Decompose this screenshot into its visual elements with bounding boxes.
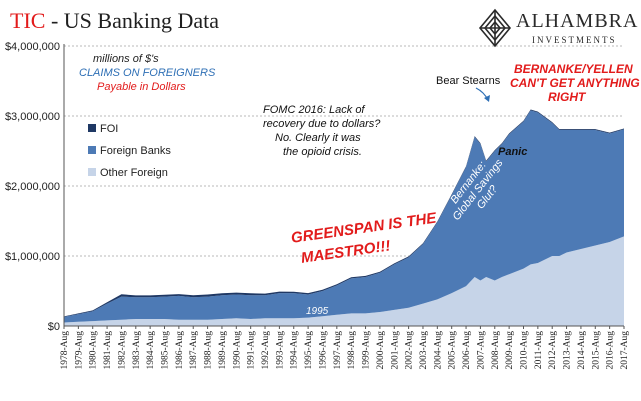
gridlines — [64, 45, 624, 257]
logo-sub: INVESTMENTS — [532, 35, 617, 45]
y-tick-label: $1,000,000 — [5, 251, 60, 263]
x-tick-label: 1994-Aug — [290, 331, 300, 370]
legend-label-other-foreign: Other Foreign — [100, 167, 168, 179]
x-tick-label: 2010-Aug — [519, 331, 529, 370]
x-tick-label: 2009-Aug — [505, 331, 515, 370]
area-foi — [64, 109, 624, 317]
x-tick-label: 2013-Aug — [563, 331, 573, 370]
x-tick-label: 2011-Aug — [534, 331, 544, 369]
x-tick-label: 1985-Aug — [161, 331, 171, 370]
x-tick-label: 1996-Aug — [318, 331, 328, 370]
x-tick-label: 1982-Aug — [117, 331, 127, 370]
legend-label-foreign-banks: Foreign Banks — [100, 145, 171, 157]
area-foreign-banks — [64, 110, 624, 323]
x-tick-label: 1991-Aug — [247, 331, 257, 370]
x-tick-label: 2000-Aug — [376, 331, 386, 370]
bernanke-yellen-3: RIGHT — [548, 90, 586, 104]
x-tick-label: 1983-Aug — [132, 331, 142, 370]
year-1995-label: 1995 — [306, 306, 329, 317]
x-tick-label: 1990-Aug — [232, 331, 242, 370]
x-tick-label: 2016-Aug — [606, 331, 616, 370]
y-tick-label: $0 — [48, 321, 60, 333]
x-tick-label: 1993-Aug — [275, 331, 285, 370]
x-tick-label: 1999-Aug — [362, 331, 372, 370]
x-tick-label: 2006-Aug — [462, 331, 472, 370]
alhambra-logo: ALHAMBRA INVESTMENTS — [478, 6, 638, 50]
fomc-note-3: No. Clearly it was — [275, 132, 361, 144]
x-tick-label: 1988-Aug — [204, 331, 214, 370]
y-tick-labels: $0 $1,000,000 $2,000,000 $3,000,000 $4,000,0… — [5, 41, 60, 333]
legend-swatch-other-foreign — [88, 168, 96, 176]
fomc-note-4: the opioid crisis. — [283, 146, 362, 158]
x-tick-label: 1980-Aug — [89, 331, 99, 370]
legend-label-foi: FOI — [100, 123, 118, 135]
x-tick-label: 2014-Aug — [577, 331, 587, 370]
x-tick-label: 1992-Aug — [261, 331, 271, 370]
x-tick-label: 1979-Aug — [74, 331, 84, 370]
x-tick-label: 2004-Aug — [433, 331, 443, 370]
area-other-foreign — [64, 236, 624, 326]
bear-stearns-label: Bear Stearns — [436, 75, 501, 87]
fomc-note-1: FOMC 2016: Lack of — [263, 104, 365, 116]
bernanke-yellen-1: BERNANKE/YELLEN — [514, 62, 633, 76]
unit-label-1: millions of $'s — [93, 53, 159, 65]
x-tick-label: 1978-Aug — [60, 331, 70, 370]
y-tick-label: $4,000,000 — [5, 41, 60, 53]
x-tick-label: 1997-Aug — [333, 331, 343, 370]
x-tick-label: 1987-Aug — [189, 331, 199, 370]
title-accent: TIC — [10, 8, 46, 33]
legend-swatch-foreign-banks — [88, 146, 96, 154]
fomc-note-2: recovery due to dollars? — [263, 118, 381, 130]
unit-label-2: CLAIMS ON FOREIGNERS — [79, 67, 216, 79]
unit-label-3: Payable in Dollars — [97, 81, 186, 93]
x-tick-label: 2002-Aug — [405, 331, 415, 370]
title-rest: - US Banking Data — [45, 8, 219, 33]
x-tick-label: 1989-Aug — [218, 331, 228, 370]
x-tick-label: 2008-Aug — [491, 331, 501, 370]
x-tick-label: 2007-Aug — [476, 331, 486, 370]
y-tick-label: $3,000,000 — [5, 111, 60, 123]
axes — [63, 44, 624, 327]
x-tick-label: 2001-Aug — [390, 331, 400, 370]
x-tick-label: 1998-Aug — [347, 331, 357, 370]
logo-brand: ALHAMBRA — [516, 10, 639, 32]
panic-label: Panic — [498, 146, 528, 158]
x-tick-label: 1995-Aug — [304, 331, 314, 370]
x-tick-labels: 1978-Aug 1979-Aug 1980-Aug 1981-Aug 1982-Aug… — [60, 326, 630, 370]
stacked-areas — [64, 109, 624, 326]
x-tick-label: 2003-Aug — [419, 331, 429, 370]
bernanke-yellen-2: CAN'T GET ANYTHING — [510, 76, 640, 90]
annotation-arrows — [475, 87, 490, 102]
x-tick-label: 2005-Aug — [448, 331, 458, 370]
x-tick-label: 2017-Aug — [620, 331, 630, 370]
x-tick-label: 2015-Aug — [591, 331, 601, 370]
x-tick-label: 2012-Aug — [548, 331, 558, 370]
x-tick-label: 1986-Aug — [175, 331, 185, 370]
legend: FOI Foreign Banks Other Foreign — [88, 123, 171, 179]
y-tick-label: $2,000,000 — [5, 181, 60, 193]
x-tick-label: 1984-Aug — [146, 331, 156, 370]
logo-emblem-icon — [478, 8, 512, 48]
legend-swatch-foi — [88, 124, 96, 132]
chart-title: TIC - US Banking Data — [10, 8, 219, 34]
bear-stearns-arrowhead — [484, 95, 490, 102]
x-tick-label: 1981-Aug — [103, 331, 113, 370]
